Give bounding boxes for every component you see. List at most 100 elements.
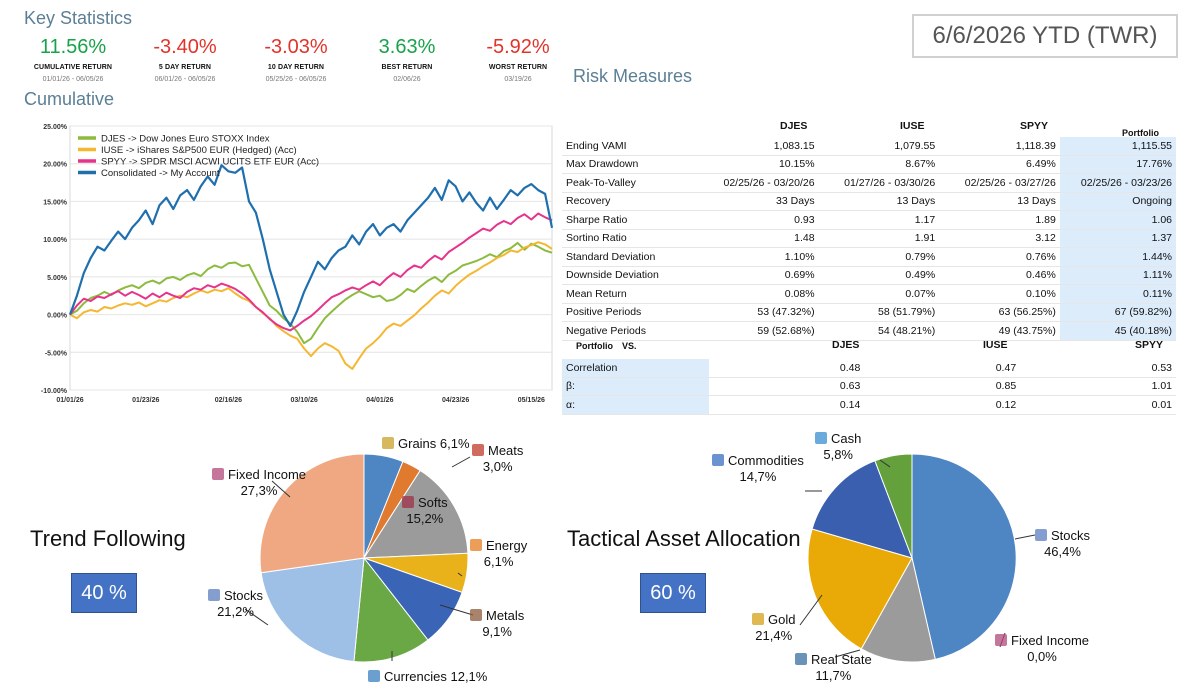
pie-label-name: Real State xyxy=(811,652,872,667)
pie-label-metals: Metals 9,1% xyxy=(470,608,524,640)
risk-cell: 0.11% xyxy=(1059,284,1176,304)
risk-cell: 1.48 xyxy=(690,229,819,248)
risk-cell: 17.76% xyxy=(1059,155,1176,174)
pie-label-real-state: Real State 11,7% xyxy=(795,652,872,684)
tactical-allocation-pct: 60 % xyxy=(640,573,706,613)
leader-line xyxy=(271,480,291,498)
legend-label: IUSE -> iShares S&P500 EUR (Hedged) (Acc… xyxy=(101,145,297,156)
series-line-djes xyxy=(69,241,553,345)
series-line-iuse xyxy=(69,241,553,370)
pie-label-line: Fixed Income xyxy=(212,467,306,483)
pie-label-value: 15,2% xyxy=(406,511,444,526)
pie-slice-real-state xyxy=(860,556,936,663)
versus-cell: 0.63 xyxy=(708,377,865,396)
versus-cell: 0.48 xyxy=(708,359,865,378)
trend-following-label: Trend Following xyxy=(30,526,186,551)
leader-line xyxy=(244,608,269,626)
x-tick-label: 04/23/26 xyxy=(442,397,469,404)
pie-label-value: 11,7% xyxy=(815,668,852,683)
kpi-2: -3.03% 10 DAY RETURN 05/25/26 - 06/05/26 xyxy=(241,36,351,83)
pie-slice-softs xyxy=(363,469,469,559)
risk-cell: 0.10% xyxy=(939,284,1060,304)
kpi-label: WORST RETURN xyxy=(488,64,548,71)
kpi-1: -3.40% 5 DAY RETURN 06/01/26 - 06/05/26 xyxy=(130,36,240,83)
risk-row: Ending VAMI 1,083.15 1,079.55 1,118.39 1,115… xyxy=(562,137,1176,156)
risk-cell: 0.49% xyxy=(818,266,940,285)
risk-cell: 02/25/26 - 03/27/26 xyxy=(939,173,1060,193)
pie-label-name: Commodities xyxy=(728,453,804,468)
pie-slice-gold xyxy=(807,528,913,650)
kpi-4: -5.92% WORST RETURN 03/19/26 xyxy=(463,36,573,83)
pie-label-name: Gold xyxy=(768,612,796,627)
risk-row: Negative Periods 59 (52.68%) 54 (48.21%) 49… xyxy=(562,321,1176,341)
versus-cell: 0.53 xyxy=(1020,359,1176,378)
risk-row: Positive Periods 53 (47.32%) 58 (51.79%) 63… xyxy=(562,303,1176,322)
risk-cell: 49 (43.75%) xyxy=(939,321,1060,341)
trend-following-pie xyxy=(244,453,474,663)
pie-label-name: Metals xyxy=(486,608,525,623)
y-tick-label: 25.00% xyxy=(43,124,68,131)
pie-label-energy: Energy 6,1% xyxy=(470,538,527,570)
y-tick-label: 10.00% xyxy=(43,237,68,244)
currencies-icon xyxy=(368,670,380,682)
kpi-value: 3.63% xyxy=(378,36,436,58)
pie-label-cash: Cash 5,8% xyxy=(815,431,861,463)
risk-cell: 1.37 xyxy=(1059,229,1176,248)
risk-row-label: Ending VAMI xyxy=(562,137,691,156)
risk-row-label: Sortino Ratio xyxy=(562,229,691,248)
versus-col-spyy: SPYY xyxy=(1135,339,1164,351)
kpi-value: 11.56% xyxy=(39,36,107,58)
risk-cell: 67 (59.82%) xyxy=(1059,303,1176,322)
risk-cell: 1.17 xyxy=(818,210,940,230)
risk-row-label: Standard Deviation xyxy=(562,247,691,267)
risk-cell: 13 Days xyxy=(939,192,1060,211)
x-tick-label: 01/23/26 xyxy=(132,397,159,404)
risk-cell: Ongoing xyxy=(1059,192,1176,211)
cash-icon xyxy=(815,432,827,444)
fixed-income-icon xyxy=(212,468,224,480)
risk-row-label: Positive Periods xyxy=(562,303,691,322)
risk-cell: 0.08% xyxy=(690,284,819,304)
pie-label-value: 5,8% xyxy=(823,447,853,462)
y-tick-label: 0.00% xyxy=(47,313,68,320)
pie-label-line: Real State xyxy=(795,652,872,668)
risk-cell: 0.76% xyxy=(939,247,1060,267)
pie-label-line: Fixed Income xyxy=(995,633,1089,649)
risk-row-label: Max Drawdown xyxy=(562,155,691,174)
versus-row-label: α: xyxy=(562,395,709,415)
risk-measures-table: Ending VAMI 1,083.15 1,079.55 1,118.39 1,115… xyxy=(562,137,1176,341)
risk-col-spyy: SPYY xyxy=(1020,120,1049,132)
versus-cell: 0.12 xyxy=(864,395,1021,415)
risk-cell: 0.93 xyxy=(690,210,819,230)
risk-row-label: Recovery xyxy=(562,192,691,211)
versus-vs: VS. xyxy=(622,341,637,351)
y-tick-label: -10.00% xyxy=(41,388,68,395)
versus-cell: 1.01 xyxy=(1020,377,1176,396)
risk-col-djes: DJES xyxy=(780,120,808,132)
leader-line xyxy=(799,594,823,626)
kpi-label: CUMULATIVE RETURN xyxy=(33,64,113,71)
pie-label-softs: Softs 15,2% xyxy=(402,495,448,527)
kpi-label: 10 DAY RETURN xyxy=(267,64,325,71)
pie-label-value: 21,4% xyxy=(755,628,793,643)
pie-label-line: Gold xyxy=(752,612,795,628)
pie-label-value: 12,1% xyxy=(450,669,488,684)
pie-label-name: Energy xyxy=(486,538,528,553)
series-line-spyy xyxy=(69,212,553,332)
kpi-date: 06/01/26 - 06/05/26 xyxy=(154,76,216,83)
versus-title: Portfolio xyxy=(576,341,613,351)
pie-label-line: Stocks xyxy=(1035,528,1090,544)
pie-label-value: 27,3% xyxy=(240,483,278,498)
versus-col-djes: DJES xyxy=(832,339,860,351)
risk-measures-title: Risk Measures xyxy=(573,66,693,86)
pie-label-commodities: Commodities 14,7% xyxy=(712,453,804,485)
legend-label: SPYY -> SPDR MSCI ACWI UCITS ETF EUR (Ac… xyxy=(101,157,319,168)
kpi-0: 11.56% CUMULATIVE RETURN 01/01/26 - 06/05/… xyxy=(18,36,128,83)
fixed-income-icon xyxy=(995,634,1007,646)
tactical-allocation-label: Tactical Asset Allocation xyxy=(567,526,801,551)
risk-cell: 1.10% xyxy=(690,247,819,267)
pie-label-name: Cash xyxy=(831,431,862,446)
pie-label-value: 14,7% xyxy=(739,469,777,484)
risk-row: Mean Return 0.08% 0.07% 0.10% 0.11% xyxy=(562,284,1176,304)
pie-label-value: 6,1% xyxy=(439,436,470,451)
